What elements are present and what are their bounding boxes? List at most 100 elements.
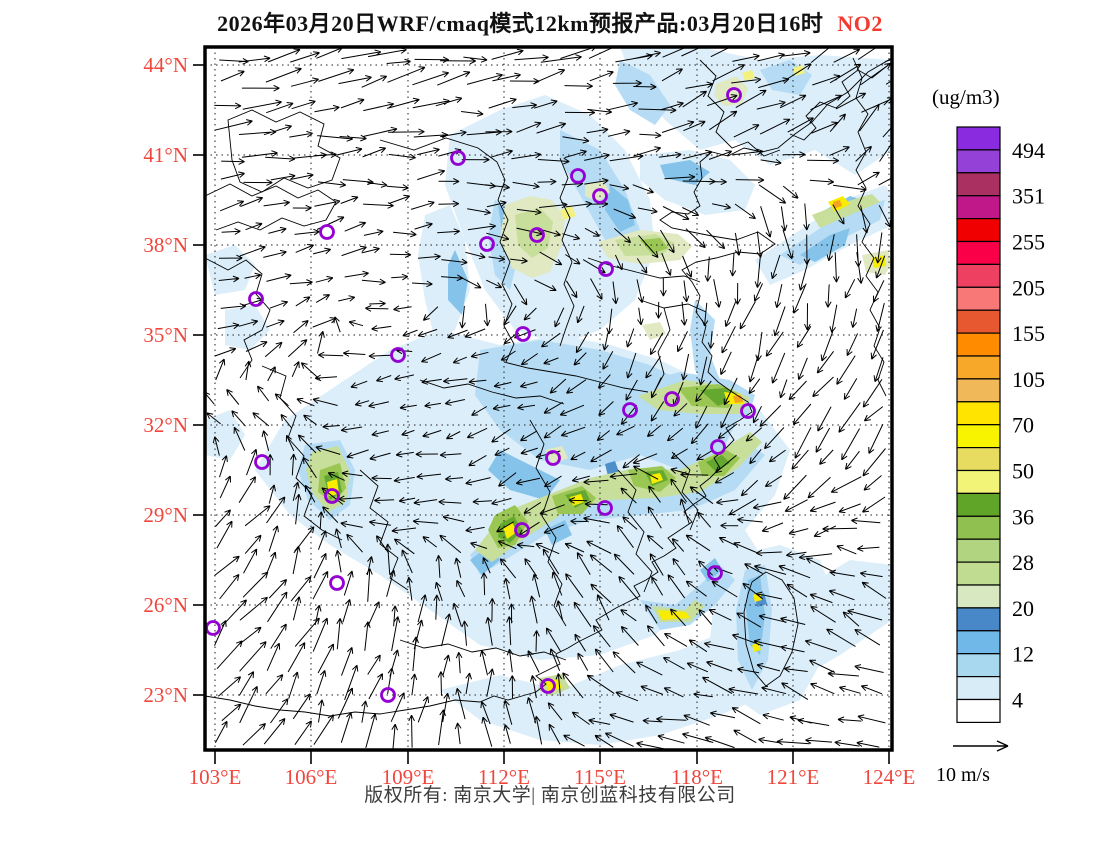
concentration-blob bbox=[742, 70, 755, 81]
city-marker bbox=[324, 488, 340, 504]
colorbar-segment bbox=[956, 447, 1001, 472]
colorbar-segment bbox=[956, 309, 1001, 334]
title-species-tag: NO2 bbox=[837, 11, 883, 36]
colorbar-segment bbox=[956, 378, 1001, 403]
city-marker bbox=[710, 439, 726, 455]
colorbar-unit-label: (ug/m3) bbox=[932, 85, 1000, 109]
city-marker bbox=[205, 620, 221, 636]
concentration-blob bbox=[800, 228, 850, 262]
colorbar-tick-label: 28 bbox=[1012, 550, 1034, 575]
concentration-blob bbox=[605, 461, 619, 476]
lat-tick-label: 29°N bbox=[143, 503, 188, 527]
boundary-line bbox=[852, 57, 887, 397]
city-marker bbox=[740, 403, 756, 419]
colorbar-tick-label: 12 bbox=[1012, 642, 1034, 667]
lat-tick-label: 32°N bbox=[143, 413, 188, 437]
concentration-blob bbox=[658, 610, 690, 620]
colorbar-segment bbox=[956, 698, 1001, 723]
boundary-line bbox=[503, 361, 649, 393]
concentration-blob bbox=[448, 250, 468, 315]
colorbar-segment bbox=[956, 240, 1001, 265]
boundary-line bbox=[359, 469, 409, 591]
boundary-line bbox=[671, 451, 699, 531]
lat-tick-label: 26°N bbox=[143, 593, 188, 617]
city-marker bbox=[598, 261, 614, 277]
axis-tick-labels: 44°N 41°N 38°N 35°N 32°N 29°N 26°N 23°N 103°E 106… bbox=[143, 53, 915, 789]
colorbar-tick-label: 20 bbox=[1012, 596, 1034, 621]
copyright-footer: 版权所有: 南京大学| 南京创蓝科技有限公司 bbox=[0, 780, 1100, 807]
city-marker bbox=[726, 87, 742, 103]
colorbar: 494 351 255 205 155 105 70 50 36 28 20 12 4 bbox=[956, 126, 1045, 723]
concentration-blob bbox=[642, 322, 666, 340]
lon-tick-label: 124°E bbox=[863, 765, 916, 789]
city-marker bbox=[707, 565, 723, 581]
colorbar-segment bbox=[956, 195, 1001, 220]
concentration-blob bbox=[205, 410, 245, 460]
plot-title: 2026年03月20日WRF/cmaq模式12km预报产品:03月20日16时 N… bbox=[0, 6, 1100, 38]
city-marker bbox=[380, 687, 396, 703]
colorbar-segment bbox=[956, 630, 1001, 655]
colorbar-tick-label: 351 bbox=[1012, 184, 1045, 209]
lon-tick-label: 118°E bbox=[671, 765, 723, 789]
boundary-line bbox=[587, 257, 701, 283]
concentration-blob bbox=[615, 60, 670, 125]
concentration-blob bbox=[205, 245, 255, 295]
concentration-blob bbox=[780, 200, 885, 265]
city-marker bbox=[390, 347, 406, 363]
concentration-blob bbox=[475, 340, 740, 470]
wind-reference-arrow: 10 m/s bbox=[936, 740, 1009, 786]
concentration-blob bbox=[475, 432, 762, 562]
city-markers bbox=[205, 87, 756, 703]
lon-tick-label: 103°E bbox=[189, 765, 242, 789]
colorbar-segment bbox=[956, 424, 1001, 449]
lon-tick-label: 112°E bbox=[478, 765, 530, 789]
lat-tick-label: 44°N bbox=[143, 53, 188, 77]
concentration-blob bbox=[812, 194, 880, 228]
colorbar-segment bbox=[956, 355, 1001, 380]
wind-vectors bbox=[205, 47, 892, 750]
colorbar-tick-label: 70 bbox=[1012, 413, 1034, 438]
boundary-line bbox=[617, 469, 653, 593]
lon-tick-label: 115°E bbox=[574, 765, 626, 789]
city-marker bbox=[450, 150, 466, 166]
colorbar-segment bbox=[956, 126, 1001, 151]
boundary-line bbox=[743, 571, 799, 687]
boundary-line bbox=[379, 137, 498, 163]
concentration-blob bbox=[640, 238, 668, 254]
colorbar-tick-label: 4 bbox=[1012, 688, 1023, 713]
city-marker bbox=[664, 391, 680, 407]
colorbar-segment bbox=[956, 607, 1001, 632]
concentration-blob bbox=[488, 450, 560, 500]
lat-tick-label: 38°N bbox=[143, 233, 188, 257]
colorbar-segment bbox=[956, 584, 1001, 609]
title-text: 2026年03月20日WRF/cmaq模式12km预报产品:03月20日16时 bbox=[217, 11, 824, 36]
colorbar-tick-label: 155 bbox=[1012, 321, 1045, 346]
wind-vector-field bbox=[205, 47, 892, 750]
wind-speed-label: 10 m/s bbox=[936, 764, 990, 786]
concentration-blob bbox=[545, 520, 572, 545]
colorbar-segment bbox=[956, 218, 1001, 243]
concentration-blob bbox=[706, 455, 730, 472]
city-marker bbox=[254, 454, 270, 470]
colorbar-segment bbox=[956, 538, 1001, 563]
concentration-blob bbox=[605, 185, 635, 232]
map-border bbox=[203, 45, 894, 752]
city-marker bbox=[529, 227, 545, 243]
latlon-gridlines bbox=[205, 47, 892, 750]
city-marker bbox=[592, 188, 608, 204]
boundary-line bbox=[419, 379, 565, 405]
concentration-blob bbox=[225, 305, 270, 350]
copyright-text: 版权所有: 南京大学| 南京创蓝科技有限公司 bbox=[364, 785, 736, 806]
colorbar-segment bbox=[956, 515, 1001, 540]
lon-tick-label: 109°E bbox=[382, 765, 435, 789]
city-marker bbox=[329, 575, 345, 591]
colorbar-segment bbox=[956, 172, 1001, 197]
city-marker bbox=[545, 450, 561, 466]
colorbar-segment bbox=[956, 492, 1001, 517]
colorbar-tick-label: 105 bbox=[1012, 367, 1045, 392]
city-marker bbox=[515, 326, 531, 342]
city-marker bbox=[622, 402, 638, 418]
colorbar-segment bbox=[956, 675, 1001, 701]
city-marker bbox=[479, 236, 495, 252]
concentration-blob bbox=[620, 47, 892, 175]
